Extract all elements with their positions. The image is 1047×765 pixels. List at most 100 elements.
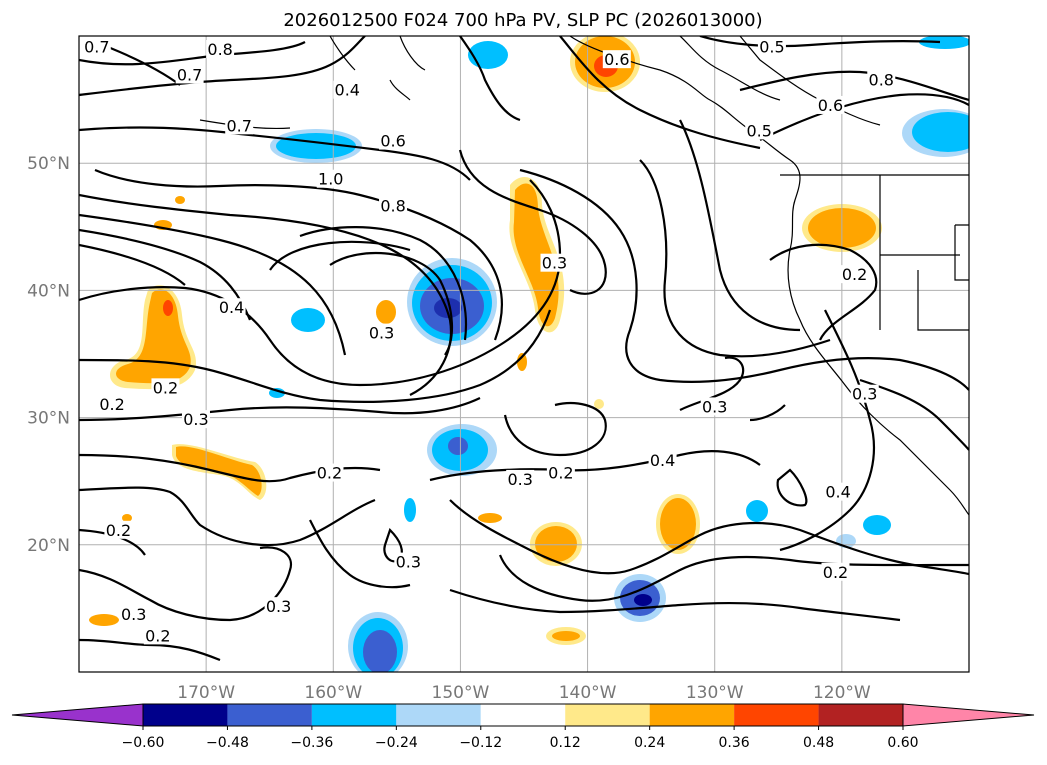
contour-label: 0.7 bbox=[226, 116, 251, 135]
positive-pv-patch-south bbox=[530, 494, 700, 566]
colorbar-extend-high bbox=[902, 703, 1035, 727]
contour-label-bg bbox=[316, 169, 345, 188]
contour-label-bg bbox=[394, 552, 423, 571]
colorbar-bin bbox=[649, 704, 735, 726]
contour-label-bg bbox=[850, 384, 879, 403]
contour-label: 0.7 bbox=[84, 37, 109, 56]
contour-label: 0.6 bbox=[818, 96, 843, 115]
coastlines bbox=[199, 36, 969, 516]
contour-label: 0.3 bbox=[507, 470, 532, 489]
colorbar-tick-label: −0.12 bbox=[459, 735, 502, 751]
contour-label-bg bbox=[867, 70, 896, 89]
axis-tick-labels: 170°W 160°W 150°W 140°W 130°W 120°W 20°N 30°N 40… bbox=[27, 154, 871, 703]
contour-label: 0.3 bbox=[121, 605, 146, 624]
contour-label-bg bbox=[315, 463, 344, 482]
contour-label: 1.0 bbox=[318, 170, 343, 189]
contour-label: 0.3 bbox=[702, 397, 727, 416]
colorbar-bin bbox=[143, 704, 228, 726]
contour-label-bg bbox=[379, 196, 408, 215]
colorbar-tick-label: 0.60 bbox=[887, 735, 918, 751]
contour-label: 0.3 bbox=[183, 410, 208, 429]
negative-pv-patch-midocean bbox=[427, 424, 497, 476]
contour-label: 0.8 bbox=[869, 71, 894, 90]
contour-label: 0.4 bbox=[650, 451, 675, 470]
contour-label: 0.2 bbox=[842, 265, 867, 284]
contour-label-bg bbox=[181, 410, 210, 429]
contour-label: 0.8 bbox=[207, 40, 232, 59]
contour-label-bg bbox=[757, 37, 786, 56]
contour-label-bg bbox=[104, 520, 133, 539]
contour-label: 0.2 bbox=[145, 626, 170, 645]
contour-label: 0.5 bbox=[759, 37, 784, 56]
contour-label: 0.2 bbox=[106, 521, 131, 540]
contour-label-bg bbox=[840, 265, 869, 284]
colorbar-tick-label: −0.24 bbox=[375, 735, 418, 751]
contour-label-bg bbox=[648, 450, 677, 469]
contour-label-bg bbox=[379, 131, 408, 150]
colorbar-tick-label: −0.48 bbox=[206, 735, 249, 751]
contour-label-bg bbox=[540, 253, 569, 272]
contour-label: 0.2 bbox=[823, 563, 848, 582]
map-frame bbox=[78, 35, 970, 673]
contour-label-bg bbox=[143, 626, 172, 645]
contour-label-bg bbox=[225, 116, 254, 135]
colorbar-tick-label: 0.24 bbox=[634, 735, 665, 751]
x-tick-label: 150°W bbox=[432, 683, 490, 703]
x-tick-label: 130°W bbox=[686, 683, 744, 703]
contour-label-bg bbox=[206, 39, 235, 58]
contour-label-bg bbox=[506, 469, 535, 488]
colorbar-bin bbox=[734, 704, 819, 726]
contour-label-bg bbox=[217, 298, 246, 317]
contour-label: 0.4 bbox=[335, 81, 360, 100]
contour-label-bg bbox=[98, 394, 127, 413]
x-tick-label: 120°W bbox=[813, 683, 871, 703]
contour-label: 0.2 bbox=[548, 464, 573, 483]
contour-label: 0.5 bbox=[746, 121, 771, 140]
contour-label-bg bbox=[824, 482, 853, 501]
contour-label: 0.2 bbox=[153, 378, 178, 397]
contour-label: 0.6 bbox=[604, 50, 629, 69]
negative-pv-patch-southwest bbox=[348, 612, 408, 672]
x-tick-label: 140°W bbox=[559, 683, 617, 703]
contour-label: 0.8 bbox=[380, 196, 405, 215]
contour-label: 0.4 bbox=[219, 298, 244, 317]
contour-label: 0.2 bbox=[317, 464, 342, 483]
contour-label-bg bbox=[602, 50, 631, 69]
colorbar-extend-low bbox=[11, 703, 144, 727]
colorbar: −0.60 −0.48 −0.36 −0.24 −0.12 0.12 0.24 0.36 0.4… bbox=[11, 703, 1035, 751]
contour-label: 0.6 bbox=[380, 132, 405, 151]
colorbar-frame bbox=[142, 703, 904, 727]
contour-label: 0.4 bbox=[825, 483, 850, 502]
contour-label-bg bbox=[546, 463, 575, 482]
contour-label-bg bbox=[333, 80, 362, 99]
y-tick-label: 50°N bbox=[27, 154, 70, 174]
colorbar-bin bbox=[818, 704, 903, 726]
slp-contours bbox=[79, 36, 969, 662]
x-tick-label: 170°W bbox=[177, 683, 235, 703]
contour-label-bg bbox=[151, 378, 180, 397]
contour-label: 0.3 bbox=[542, 254, 567, 273]
contour-label: 0.3 bbox=[396, 553, 421, 572]
contour-label: 0.3 bbox=[852, 385, 877, 404]
map-gridlines bbox=[79, 36, 969, 672]
contour-label-bg bbox=[816, 95, 845, 114]
colorbar-tick-label: −0.36 bbox=[290, 735, 333, 751]
contour-label: 0.3 bbox=[266, 597, 291, 616]
colorbar-bin bbox=[480, 704, 566, 726]
colorbar-bin bbox=[227, 704, 312, 726]
colorbar-tick-label: −0.60 bbox=[122, 735, 165, 751]
contour-label-bg bbox=[175, 65, 204, 84]
x-tick-label: 160°W bbox=[304, 683, 362, 703]
contour-label-bg bbox=[821, 562, 850, 581]
map-area: 0.7 0.8 0.7 0.4 0.7 0.6 1.0 0.8 0.4 0.3 0.2 0.2 0.3 0… bbox=[79, 36, 969, 672]
contour-label-bg bbox=[119, 604, 148, 623]
contour-labels: 0.7 0.8 0.7 0.4 0.7 0.6 1.0 0.8 0.4 0.3 0.2 0.2 0.3 0… bbox=[82, 37, 896, 645]
contour-label-bg bbox=[82, 37, 111, 56]
y-tick-label: 40°N bbox=[27, 281, 70, 301]
colorbar-tick-label: 0.36 bbox=[719, 735, 750, 751]
colorbar-bin bbox=[396, 704, 481, 726]
negative-pv-patch-canada bbox=[902, 36, 969, 157]
contour-label: 0.2 bbox=[99, 395, 124, 414]
colorbar-tick-label: 0.48 bbox=[803, 735, 834, 751]
